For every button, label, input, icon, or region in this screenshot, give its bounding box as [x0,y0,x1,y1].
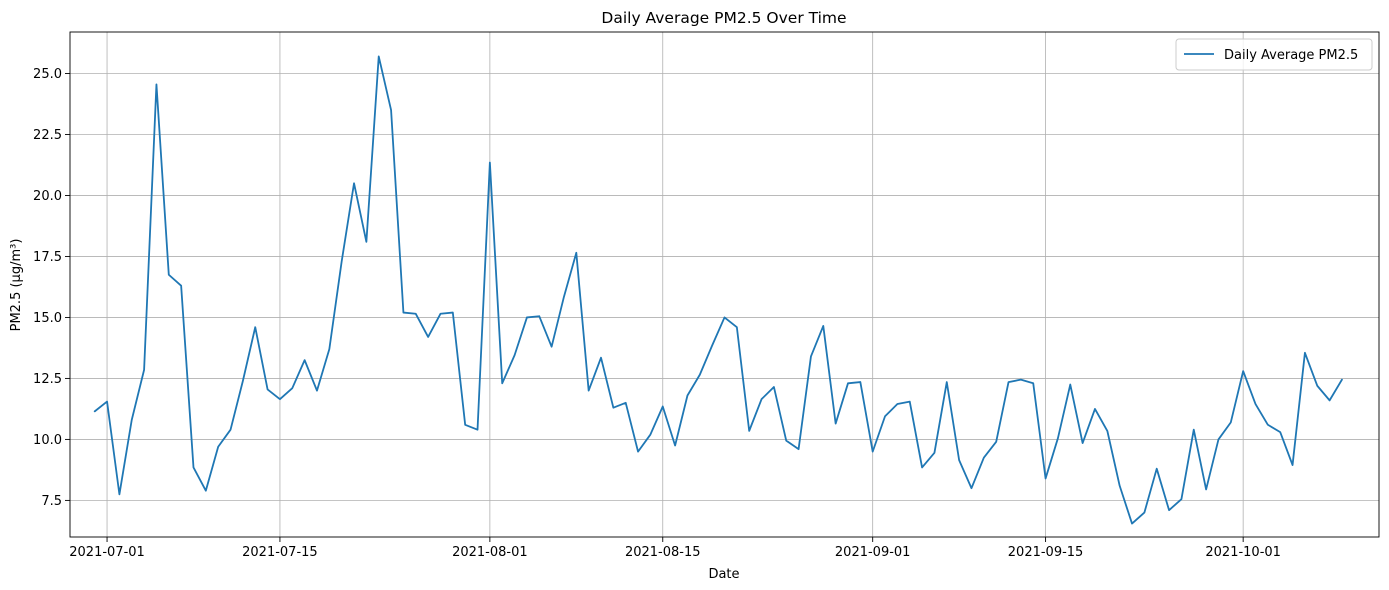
x-tick-label: 2021-08-01 [452,545,528,560]
x-axis-title: Date [708,567,739,582]
y-tick-label: 10.0 [33,433,62,448]
axis-ticks: 2021-07-01 2021-07-15 2021-08-01 2021-08-15… [33,67,1281,560]
x-tick-label: 2021-08-15 [625,545,701,560]
legend-box [1175,38,1373,71]
x-tick-label: 2021-07-15 [242,545,318,560]
legend-label: Daily Average PM2.5 [1224,48,1358,63]
x-tick-label: 2021-07-01 [69,545,145,560]
y-tick-label: 15.0 [33,311,62,326]
plot-area [69,31,1380,538]
x-tick-label: 2021-09-01 [835,545,911,560]
series-layer [93,55,1343,525]
legend: Daily Average PM2.5 [1175,38,1373,71]
grid-lines [70,32,1379,537]
y-tick-label: 12.5 [33,372,62,387]
x-tick-label: 2021-09-15 [1008,545,1084,560]
y-tick-label: 22.5 [33,128,62,143]
y-axis-title: PM2.5 (µg/m³) [9,239,24,332]
y-tick-label: 25.0 [33,67,62,82]
chart-title: Daily Average PM2.5 Over Time [601,9,846,27]
series-line-daily-average-pm25 [93,55,1343,525]
y-tick-label: 20.0 [33,189,62,204]
y-tick-label: 17.5 [33,250,62,265]
y-tick-label: 7.5 [41,494,62,509]
x-tick-label: 2021-10-01 [1205,545,1281,560]
